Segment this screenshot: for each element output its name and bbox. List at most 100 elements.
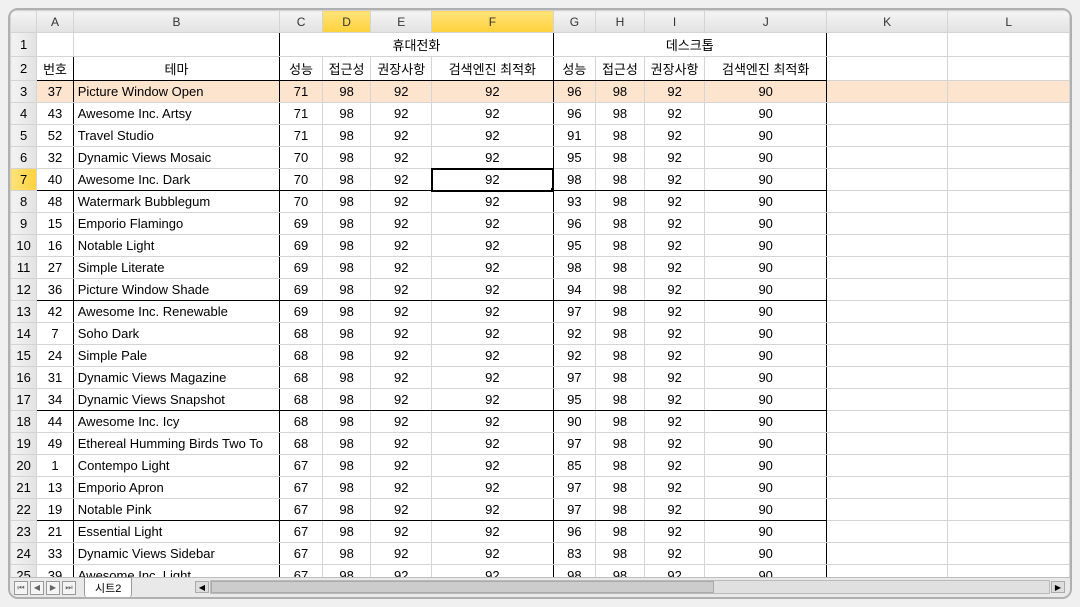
row-header-23[interactable]: 23 xyxy=(11,521,37,543)
cell-theme[interactable]: Dynamic Views Sidebar xyxy=(73,543,280,565)
cell-mobile-2[interactable]: 92 xyxy=(371,235,432,257)
table-row[interactable]: 2113Emporio Apron6798929297989290 xyxy=(11,477,1070,499)
cell-mobile-0[interactable]: 67 xyxy=(280,543,323,565)
table-row[interactable]: 443Awesome Inc. Artsy7198929296989290 xyxy=(11,103,1070,125)
cell-desktop-2[interactable]: 92 xyxy=(644,279,705,301)
cell-mobile-3[interactable]: 92 xyxy=(432,169,553,191)
cell-mobile-1[interactable]: 98 xyxy=(322,169,371,191)
cell-desktop-3[interactable]: 90 xyxy=(705,543,826,565)
cell-mobile-3[interactable]: 92 xyxy=(432,191,553,213)
cell-desktop-3[interactable]: 90 xyxy=(705,477,826,499)
cell-theme[interactable]: Notable Light xyxy=(73,235,280,257)
cell-mobile-3[interactable]: 92 xyxy=(432,367,553,389)
cell-no[interactable]: 21 xyxy=(37,521,73,543)
cell-mobile-3[interactable]: 92 xyxy=(432,257,553,279)
tab-nav-prev-icon[interactable]: ◀ xyxy=(30,581,44,595)
cell-desktop-1[interactable]: 98 xyxy=(596,235,645,257)
sheet-tab[interactable]: 시트2 xyxy=(84,577,132,598)
cell-desktop-3[interactable]: 90 xyxy=(705,169,826,191)
column-header-H[interactable]: H xyxy=(596,11,645,33)
cell-desktop-0[interactable]: 96 xyxy=(553,213,596,235)
cell-mobile-2[interactable]: 92 xyxy=(371,455,432,477)
row-header-3[interactable]: 3 xyxy=(11,81,37,103)
row-header-11[interactable]: 11 xyxy=(11,257,37,279)
cell-mobile-2[interactable]: 92 xyxy=(371,169,432,191)
cell-mobile-1[interactable]: 98 xyxy=(322,433,371,455)
table-row[interactable]: 201Contempo Light6798929285989290 xyxy=(11,455,1070,477)
cell-mobile-1[interactable]: 98 xyxy=(322,411,371,433)
cell-theme[interactable]: Picture Window Shade xyxy=(73,279,280,301)
cell-no[interactable]: 7 xyxy=(37,323,73,345)
cell-mobile-2[interactable]: 92 xyxy=(371,103,432,125)
table-row[interactable]: 2539Awesome Inc. Light6798929298989290 xyxy=(11,565,1070,578)
cell-mobile-2[interactable]: 92 xyxy=(371,213,432,235)
cell-mobile-0[interactable]: 69 xyxy=(280,279,323,301)
cell-mobile-3[interactable]: 92 xyxy=(432,103,553,125)
table-row[interactable]: 740Awesome Inc. Dark7098929298989290 xyxy=(11,169,1070,191)
cell-theme[interactable]: Awesome Inc. Dark xyxy=(73,169,280,191)
cell-mobile-1[interactable]: 98 xyxy=(322,455,371,477)
row-header-19[interactable]: 19 xyxy=(11,433,37,455)
cell-mobile-1[interactable]: 98 xyxy=(322,367,371,389)
cell-desktop-1[interactable]: 98 xyxy=(596,213,645,235)
cell-desktop-0[interactable]: 92 xyxy=(553,323,596,345)
cell-desktop-2[interactable]: 92 xyxy=(644,125,705,147)
column-header-I[interactable]: I xyxy=(644,11,705,33)
table-row[interactable]: 147Soho Dark6898929292989290 xyxy=(11,323,1070,345)
row-header-8[interactable]: 8 xyxy=(11,191,37,213)
cell-mobile-2[interactable]: 92 xyxy=(371,147,432,169)
cell-theme[interactable]: Dynamic Views Snapshot xyxy=(73,389,280,411)
cell-desktop-3[interactable]: 90 xyxy=(705,411,826,433)
table-row[interactable]: 2321Essential Light6798929296989290 xyxy=(11,521,1070,543)
cell-mobile-1[interactable]: 98 xyxy=(322,103,371,125)
cell-desktop-0[interactable]: 95 xyxy=(553,235,596,257)
cell-mobile-0[interactable]: 69 xyxy=(280,257,323,279)
cell-desktop-0[interactable]: 96 xyxy=(553,521,596,543)
column-header-K[interactable]: K xyxy=(826,11,947,33)
cell-desktop-3[interactable]: 90 xyxy=(705,521,826,543)
cell-desktop-3[interactable]: 90 xyxy=(705,323,826,345)
cell-no[interactable]: 32 xyxy=(37,147,73,169)
cell-desktop-0[interactable]: 96 xyxy=(553,103,596,125)
cell-desktop-3[interactable]: 90 xyxy=(705,103,826,125)
table-row[interactable]: 1127Simple Literate6998929298989290 xyxy=(11,257,1070,279)
cell-mobile-3[interactable]: 92 xyxy=(432,565,553,578)
table-row[interactable]: 2433Dynamic Views Sidebar679892928398929… xyxy=(11,543,1070,565)
cell-theme[interactable]: Awesome Inc. Artsy xyxy=(73,103,280,125)
cell-desktop-3[interactable]: 90 xyxy=(705,213,826,235)
cell-mobile-1[interactable]: 98 xyxy=(322,147,371,169)
cell-mobile-1[interactable]: 98 xyxy=(322,213,371,235)
cell-desktop-0[interactable]: 97 xyxy=(553,433,596,455)
table-row[interactable]: 1631Dynamic Views Magazine68989292979892… xyxy=(11,367,1070,389)
cell-mobile-0[interactable]: 68 xyxy=(280,433,323,455)
cell-mobile-3[interactable]: 92 xyxy=(432,389,553,411)
cell-mobile-0[interactable]: 68 xyxy=(280,345,323,367)
table-row[interactable]: 1342Awesome Inc. Renewable69989292979892… xyxy=(11,301,1070,323)
cell-no[interactable]: 37 xyxy=(37,81,73,103)
cell-mobile-3[interactable]: 92 xyxy=(432,433,553,455)
cell-desktop-0[interactable]: 97 xyxy=(553,367,596,389)
cell-no[interactable]: 33 xyxy=(37,543,73,565)
cell-mobile-1[interactable]: 98 xyxy=(322,279,371,301)
cell-mobile-3[interactable]: 92 xyxy=(432,543,553,565)
cell-desktop-1[interactable]: 98 xyxy=(596,257,645,279)
cell-mobile-0[interactable]: 68 xyxy=(280,411,323,433)
table-row[interactable]: 915Emporio Flamingo6998929296989290 xyxy=(11,213,1070,235)
cell-mobile-3[interactable]: 92 xyxy=(432,323,553,345)
cell-desktop-1[interactable]: 98 xyxy=(596,367,645,389)
cell-desktop-2[interactable]: 92 xyxy=(644,81,705,103)
cell-desktop-2[interactable]: 92 xyxy=(644,521,705,543)
cell-mobile-0[interactable]: 71 xyxy=(280,125,323,147)
cell-mobile-2[interactable]: 92 xyxy=(371,301,432,323)
cell-desktop-3[interactable]: 90 xyxy=(705,301,826,323)
table-row[interactable]: 1524Simple Pale6898929292989290 xyxy=(11,345,1070,367)
cell-mobile-2[interactable]: 92 xyxy=(371,411,432,433)
row-1[interactable]: 1휴대전화데스크톱 xyxy=(11,33,1070,57)
cell-desktop-3[interactable]: 90 xyxy=(705,565,826,578)
cell-no[interactable]: 42 xyxy=(37,301,73,323)
cell-theme[interactable]: Dynamic Views Mosaic xyxy=(73,147,280,169)
table-row[interactable]: 1236Picture Window Shade6998929294989290 xyxy=(11,279,1070,301)
cell-mobile-0[interactable]: 67 xyxy=(280,521,323,543)
cell-mobile-0[interactable]: 69 xyxy=(280,235,323,257)
cell-mobile-1[interactable]: 98 xyxy=(322,323,371,345)
